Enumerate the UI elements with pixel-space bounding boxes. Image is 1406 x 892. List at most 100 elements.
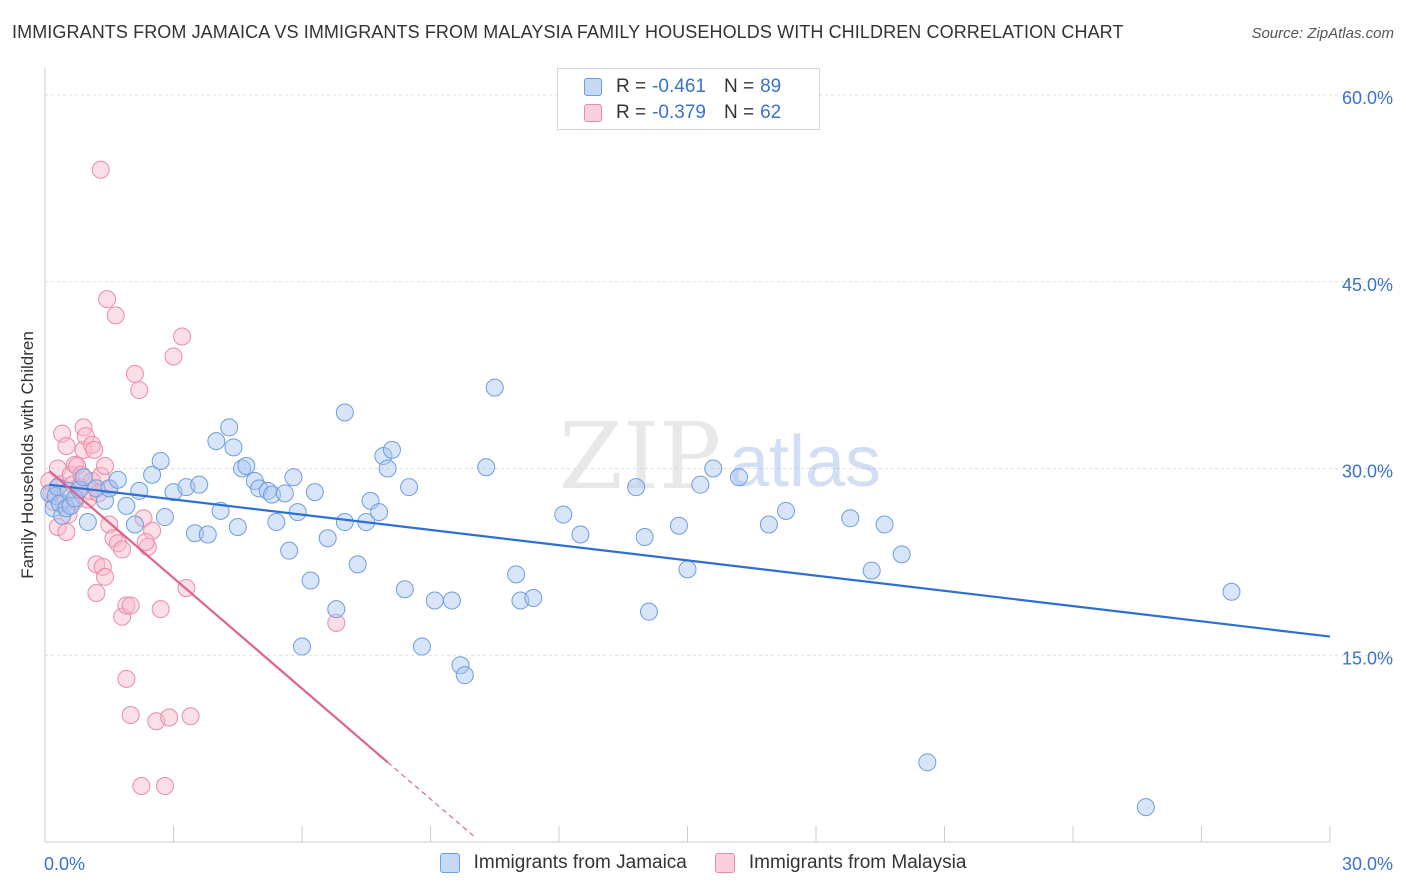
malaysia-point	[155, 776, 174, 795]
jamaica-point	[412, 637, 431, 656]
r-value: -0.379	[652, 102, 706, 123]
jamaica-point	[400, 478, 419, 497]
x-tick-label: 30.0%	[1342, 854, 1393, 874]
malaysia-point	[91, 160, 110, 179]
series-malaysia-points	[40, 160, 346, 795]
jamaica-point	[348, 555, 367, 574]
jamaica-point	[875, 515, 894, 534]
legend-label-jamaica: Immigrants from Jamaica	[473, 852, 687, 873]
jamaica-point	[777, 501, 796, 520]
watermark-zip: ZIP	[559, 403, 721, 510]
jamaica-point	[635, 527, 654, 546]
jamaica-point	[117, 496, 136, 515]
y-tick-label: 15.0%	[1342, 648, 1393, 668]
jamaica-point	[370, 503, 389, 522]
malaysia-point	[117, 669, 136, 688]
jamaica-point	[220, 418, 239, 437]
malaysia-point	[121, 596, 140, 615]
jamaica-point	[143, 465, 162, 484]
jamaica-point	[335, 403, 354, 422]
jamaica-swatch	[584, 78, 602, 96]
jamaica-point	[228, 518, 247, 537]
jamaica-point	[267, 513, 286, 532]
malaysia-point	[85, 440, 104, 459]
jamaica-point	[639, 602, 658, 621]
jamaica-point	[198, 525, 217, 544]
watermark-atlas: atlas	[729, 422, 881, 502]
jamaica-point	[554, 505, 573, 524]
malaysia-point	[136, 532, 155, 551]
jamaica-point	[704, 459, 723, 478]
legend-label-malaysia: Immigrants from Malaysia	[748, 852, 967, 873]
n-label: N =	[723, 76, 755, 97]
malaysia-swatch	[714, 853, 735, 873]
jamaica-point	[305, 483, 324, 502]
jamaica-point	[425, 591, 444, 610]
malaysia-point	[121, 706, 140, 725]
malaysia-point	[173, 327, 192, 346]
jamaica-point	[455, 666, 474, 685]
jamaica-point	[507, 565, 526, 584]
jamaica-point	[729, 468, 748, 487]
jamaica-point	[78, 513, 97, 532]
jamaica-point	[280, 541, 299, 560]
y-axis-label: Family Households with Children	[18, 331, 37, 579]
tick-labels: 15.0% 30.0% 45.0% 60.0% 0.0% 30.0%	[44, 88, 1393, 874]
malaysia-point	[181, 707, 200, 726]
malaysia-point	[57, 522, 76, 541]
malaysia-point	[327, 613, 346, 632]
jamaica-point	[108, 470, 127, 489]
malaysia-point	[151, 600, 170, 619]
jamaica-point	[571, 525, 590, 544]
malaysia-point	[125, 364, 144, 383]
malaysia-point	[74, 440, 93, 459]
jamaica-point	[1136, 798, 1155, 817]
jamaica-point	[892, 545, 911, 564]
watermark: ZIP atlas	[559, 403, 881, 510]
malaysia-point	[130, 381, 149, 400]
malaysia-point	[160, 708, 179, 727]
jamaica-point	[185, 524, 204, 543]
malaysia-point	[164, 347, 183, 366]
n-value: 89	[760, 76, 782, 97]
n-value: 62	[760, 102, 782, 123]
malaysia-trend-extension	[387, 761, 474, 837]
jamaica-point	[293, 637, 311, 656]
jamaica-point	[263, 485, 282, 504]
malaysia-point	[68, 457, 87, 476]
malaysia-point	[113, 540, 132, 559]
legend-item-jamaica[interactable]: Immigrants from Jamaica	[439, 852, 687, 874]
jamaica-point	[207, 432, 226, 451]
malaysia-point	[95, 457, 114, 476]
trend-lines	[48, 470, 1331, 837]
jamaica-point	[224, 438, 243, 457]
jamaica-point	[237, 457, 256, 476]
malaysia-point	[143, 521, 162, 540]
malaysia-swatch	[584, 104, 602, 122]
malaysia-point	[95, 567, 114, 586]
jamaica-point	[918, 753, 937, 772]
jamaica-point	[759, 515, 778, 534]
jamaica-point	[451, 656, 470, 675]
jamaica-point	[627, 478, 646, 497]
chart-title: IMMIGRANTS FROM JAMAICA VS IMMIGRANTS FR…	[12, 22, 1124, 42]
jamaica-point	[74, 468, 93, 487]
jamaica-point	[442, 591, 461, 610]
y-tick-label: 45.0%	[1342, 275, 1393, 295]
jamaica-point	[318, 529, 337, 548]
malaysia-point	[106, 306, 125, 325]
jamaica-point	[65, 489, 84, 508]
jamaica-point	[190, 475, 209, 494]
legend-series: Immigrants from Jamaica Immigrants from …	[0, 852, 1406, 874]
jamaica-point	[524, 588, 543, 607]
gridlines	[45, 94, 1395, 656]
jamaica-point	[477, 458, 496, 477]
malaysia-point	[132, 776, 151, 795]
jamaica-point	[395, 580, 414, 599]
jamaica-point	[678, 560, 697, 579]
r-label: R =	[616, 76, 647, 97]
legend-item-malaysia[interactable]: Immigrants from Malaysia	[714, 852, 967, 874]
legend-row-malaysia: R = -0.379 N = 62	[584, 101, 781, 125]
jamaica-point	[284, 468, 303, 487]
